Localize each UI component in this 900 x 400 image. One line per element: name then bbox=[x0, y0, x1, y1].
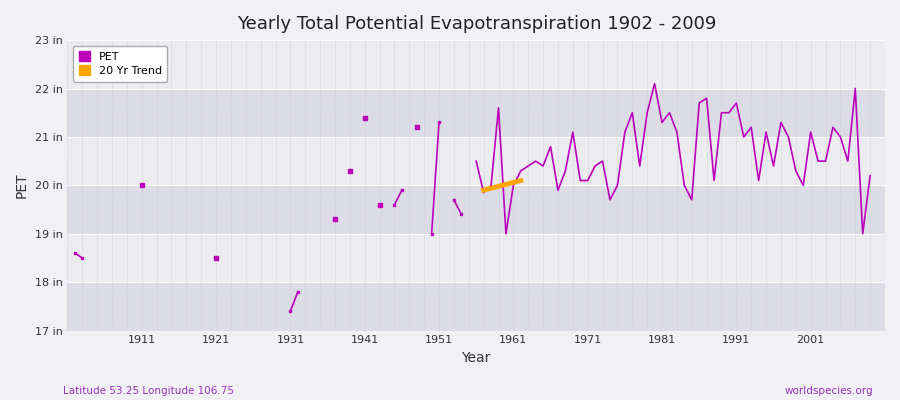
Title: Yearly Total Potential Evapotranspiration 1902 - 2009: Yearly Total Potential Evapotranspiratio… bbox=[237, 15, 716, 33]
Bar bbox=[68, 88, 885, 137]
20 Yr Trend bbox=[516, 178, 526, 183]
Bar bbox=[68, 40, 885, 88]
Text: Latitude 53.25 Longitude 106.75: Latitude 53.25 Longitude 106.75 bbox=[63, 386, 234, 396]
X-axis label: Year: Year bbox=[462, 351, 490, 365]
Y-axis label: PET: PET bbox=[15, 172, 29, 198]
20 Yr Trend bbox=[478, 188, 489, 192]
Bar bbox=[68, 234, 885, 282]
Line: 20 Yr Trend: 20 Yr Trend bbox=[483, 180, 521, 190]
Bar bbox=[68, 137, 885, 185]
Legend: PET, 20 Yr Trend: PET, 20 Yr Trend bbox=[73, 46, 167, 82]
Bar bbox=[68, 282, 885, 330]
Text: worldspecies.org: worldspecies.org bbox=[785, 386, 873, 396]
Bar bbox=[68, 185, 885, 234]
